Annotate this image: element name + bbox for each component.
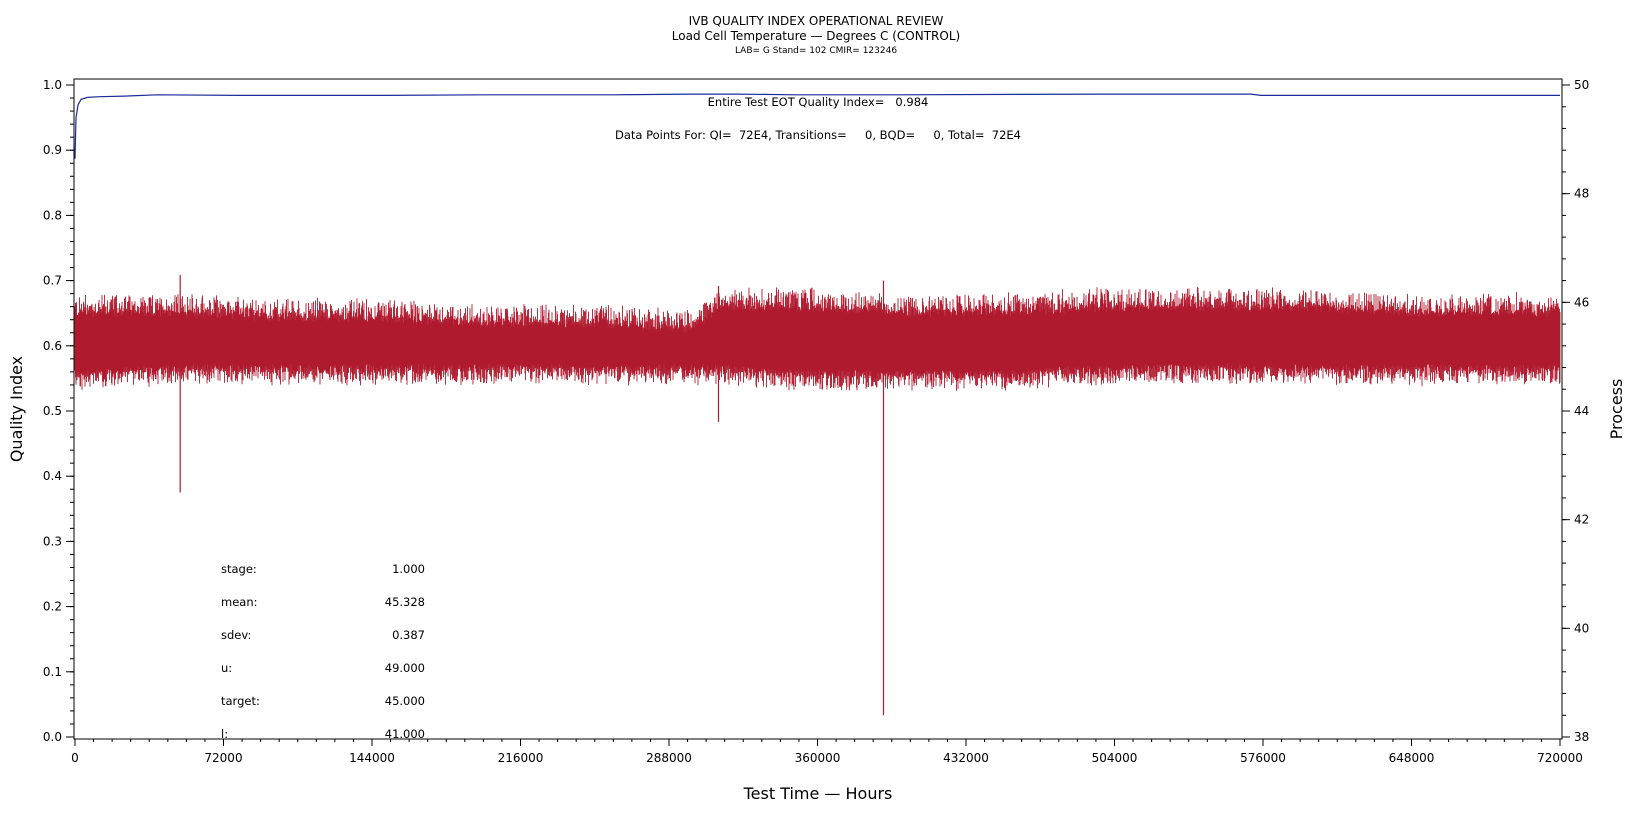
y-tick-label: 0.9 [43,143,62,157]
y2-tick-label: 50 [1574,78,1589,92]
y-tick-label: 0.7 [43,274,62,288]
x-tick-label: 432000 [943,751,989,765]
y2-tick-label: 46 [1574,295,1589,309]
y-tick-label: 0.8 [43,208,62,222]
y2-tick-label: 42 [1574,513,1589,527]
y-tick-label: 0.0 [43,730,62,744]
x-tick-label: 216000 [498,751,544,765]
process-series [74,275,1561,716]
stat-value: 45.328 [385,595,425,609]
stat-label: sdev: [221,628,251,642]
data-points-annotation: Data Points For: QI= 72E4, Transitions= … [615,128,1021,142]
x-tick-label: 144000 [349,751,395,765]
y-axis-label: Quality Index [7,356,26,462]
y-tick-label: 1.0 [43,78,62,92]
x-tick-label: 288000 [646,751,692,765]
x-tick-label: 504000 [1092,751,1138,765]
y2-axis-label: Process [1607,379,1626,440]
y-tick-label: 0.6 [43,339,62,353]
x-axis-label: Test Time — Hours [743,784,893,803]
y2-tick-label: 48 [1574,187,1589,201]
plot-frame [73,78,1563,740]
x-tick-label: 0 [71,751,79,765]
x-tick-label: 576000 [1240,751,1286,765]
stat-value: 0.387 [392,628,425,642]
x-tick-label: 648000 [1389,751,1435,765]
x-tick-label: 360000 [795,751,841,765]
stat-label: stage: [221,562,257,576]
chart-info-line: LAB= G Stand= 102 CMIR= 123246 [735,46,897,56]
y-tick-label: 0.5 [43,404,62,418]
chart-subtitle: Load Cell Temperature — Degrees C (CONTR… [672,29,960,43]
y-tick-label: 0.1 [43,665,62,679]
eot-quality-annotation: Entire Test EOT Quality Index= 0.984 [708,95,929,109]
stat-value: 1.000 [392,562,425,576]
y-tick-label: 0.2 [43,600,62,614]
quality-index-line [74,93,1560,159]
y-tick-label: 0.4 [43,469,62,483]
x-tick-label: 720000 [1537,751,1583,765]
y-tick-label: 0.3 [43,534,62,548]
stat-label: l: [221,727,228,741]
stat-label: u: [221,661,232,675]
stat-label: target: [221,694,260,708]
process-band [74,286,1561,391]
stats-table: stage: 1.000 mean: 45.328 sdev: 0.387 u: 49.000… [221,562,425,741]
y2-tick-label: 38 [1574,730,1589,744]
stat-label: mean: [221,595,258,609]
y2-tick-label: 44 [1574,404,1589,418]
quality-index-series [74,93,1560,159]
stat-value: 41.000 [385,727,425,741]
chart-title: IVB QUALITY INDEX OPERATIONAL REVIEW [689,14,944,28]
x-tick-label: 72000 [204,751,242,765]
stat-value: 45.000 [385,694,425,708]
axes: 0 72000 144000 216000 288000 360000 432000 5040… [43,78,1589,765]
stat-value: 49.000 [385,661,425,675]
y2-tick-label: 40 [1574,621,1589,635]
